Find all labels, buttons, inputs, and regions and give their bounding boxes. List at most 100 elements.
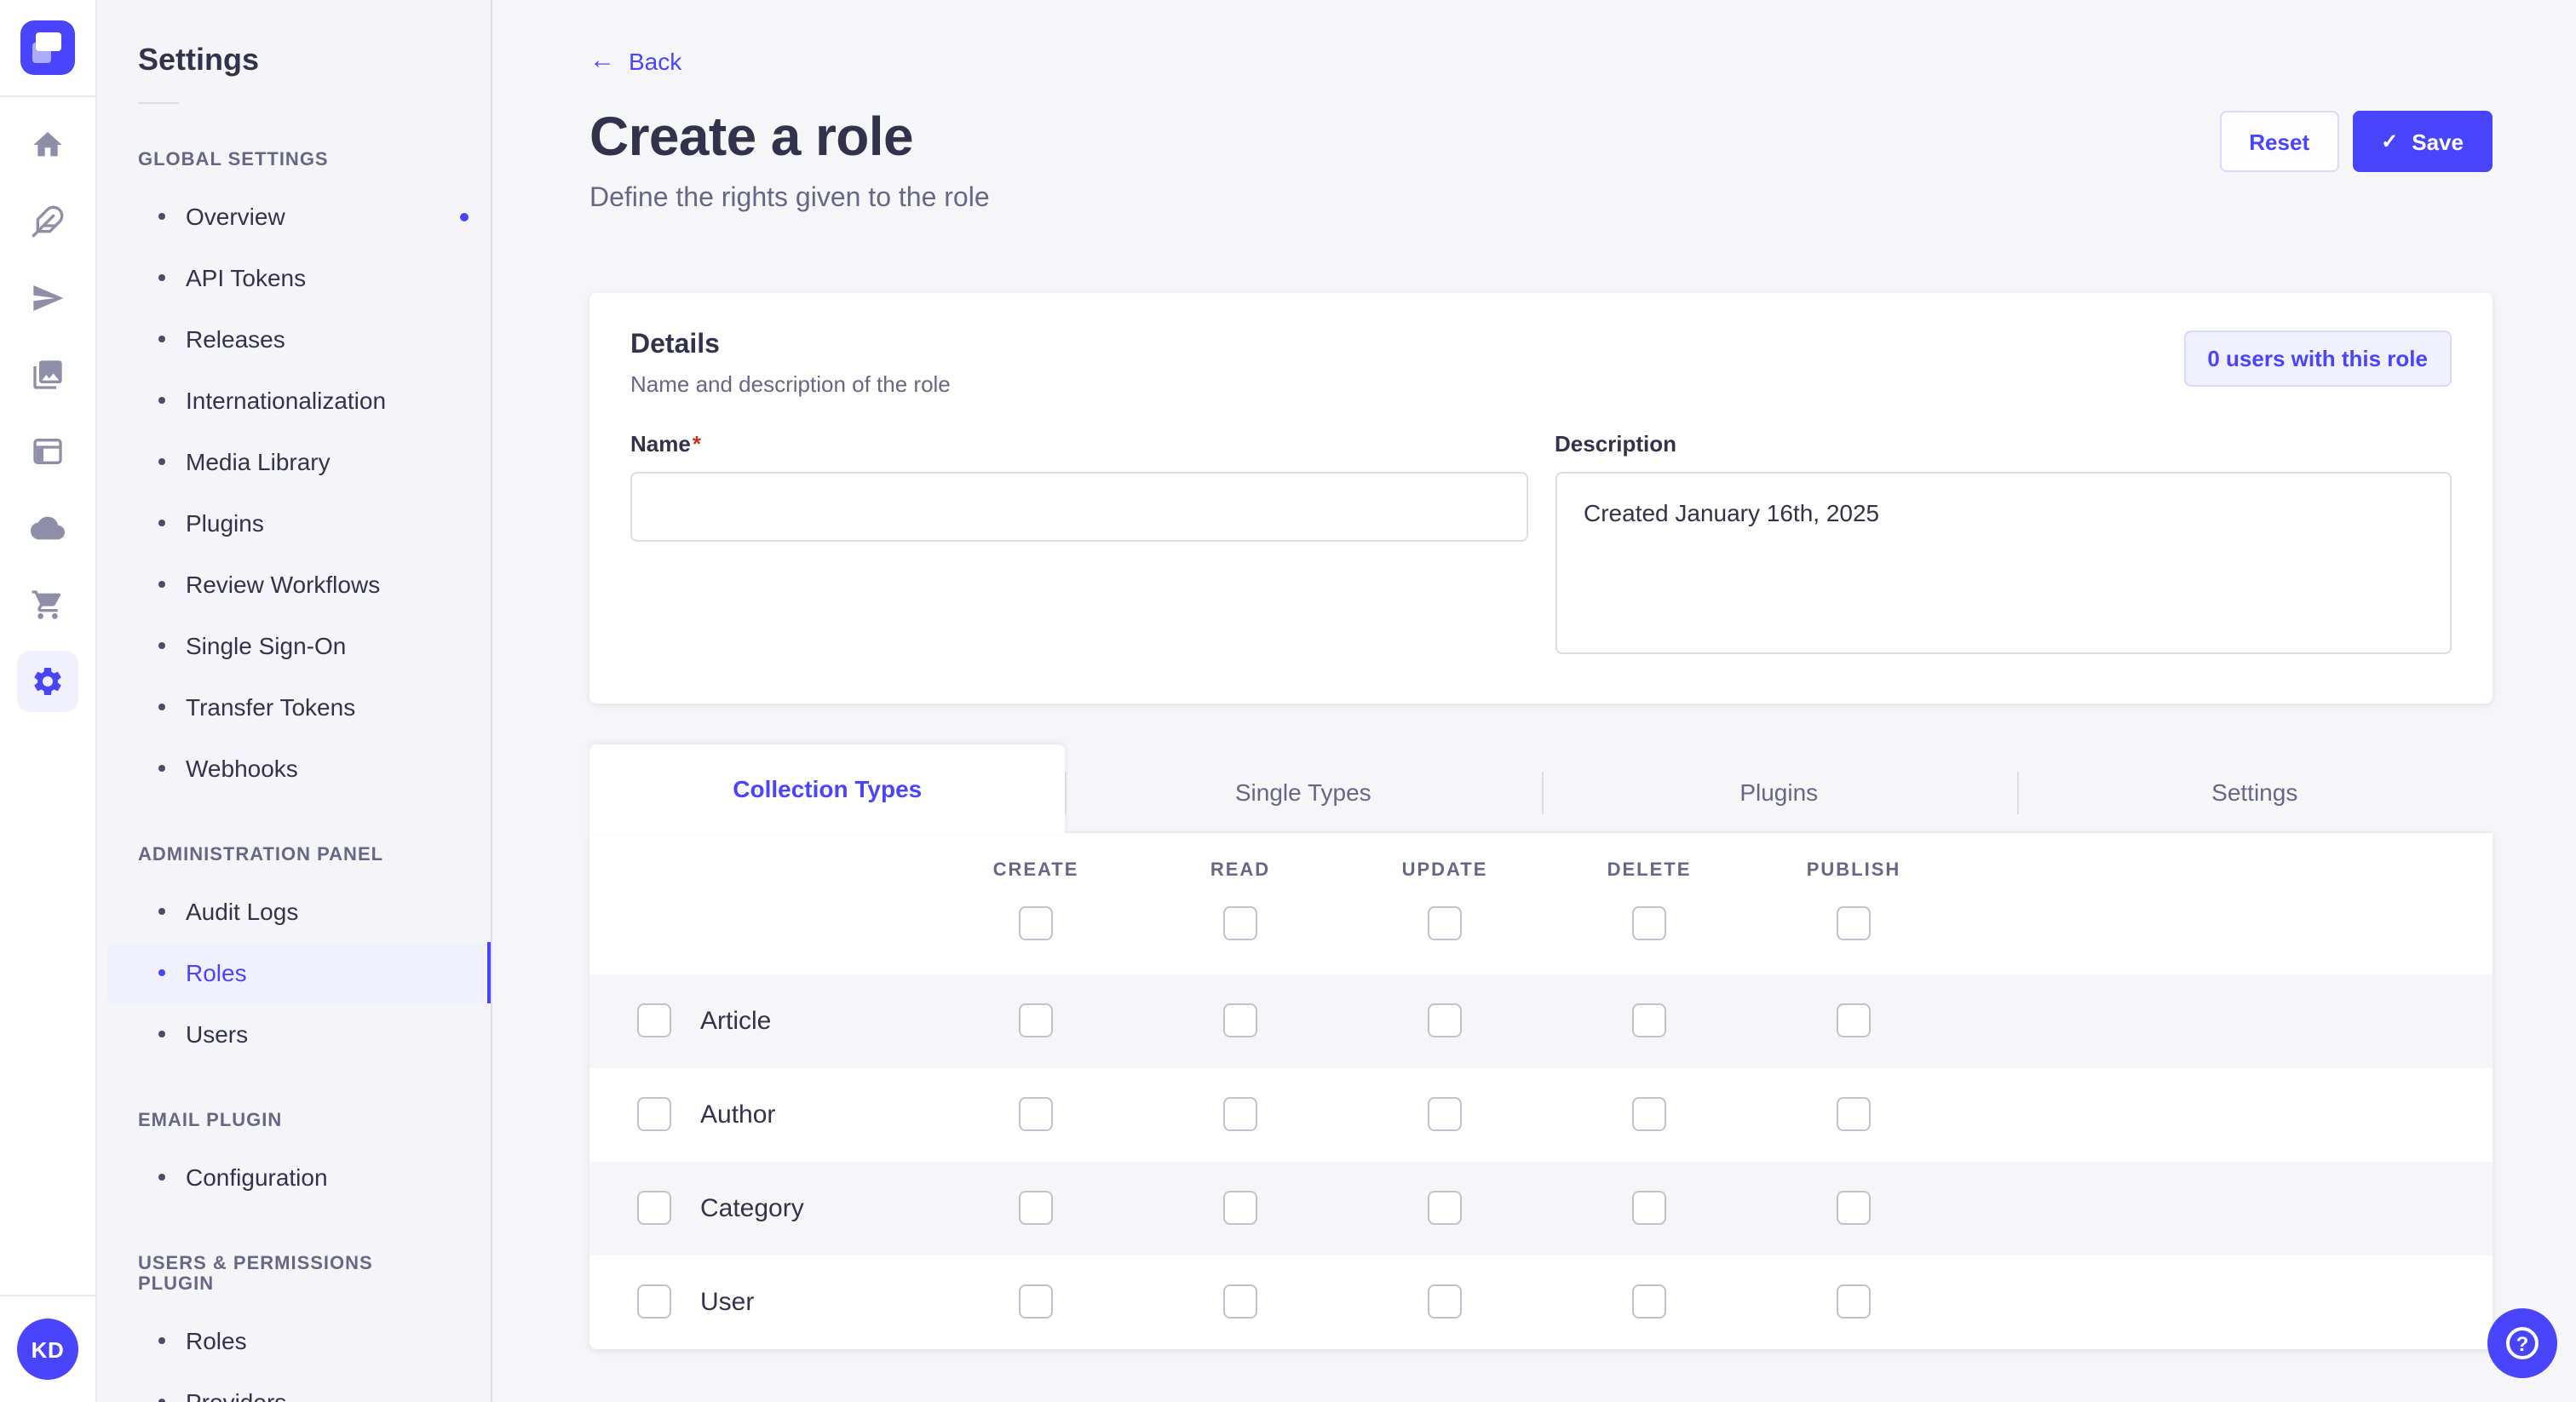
- sidebar-item-plugins[interactable]: Plugins: [107, 492, 491, 554]
- sidebar-item-configuration[interactable]: Configuration: [107, 1146, 491, 1208]
- permission-cell: [1547, 1097, 1751, 1132]
- description-field[interactable]: Created January 16th, 2025: [1555, 471, 2452, 654]
- sidebar-item-api-tokens[interactable]: API Tokens: [107, 247, 491, 308]
- bullet-icon: [158, 336, 165, 342]
- user-update-checkbox[interactable]: [1428, 1284, 1462, 1319]
- strapi-logo[interactable]: [0, 0, 95, 97]
- sidebar-item-label: Configuration: [186, 1164, 328, 1191]
- column-header-create: CREATE: [992, 859, 1079, 881]
- select-all-read-checkbox[interactable]: [1223, 905, 1257, 940]
- category-delete-checkbox[interactable]: [1632, 1191, 1666, 1226]
- category-update-checkbox[interactable]: [1428, 1191, 1462, 1226]
- article-update-checkbox[interactable]: [1428, 1003, 1462, 1038]
- layout-icon[interactable]: [29, 433, 66, 470]
- category-read-checkbox[interactable]: [1223, 1191, 1257, 1226]
- author-read-checkbox[interactable]: [1223, 1097, 1257, 1132]
- author-create-checkbox[interactable]: [1019, 1097, 1053, 1132]
- table-row-user: User: [589, 1255, 2493, 1349]
- sidebar-item-roles[interactable]: Roles: [107, 1310, 491, 1371]
- cart-icon[interactable]: [29, 586, 66, 623]
- permissions-header: CREATE READ UPDATE DELETE PUBLISH: [589, 833, 2493, 974]
- name-label: Name *: [630, 430, 701, 457]
- sidebar-item-media-library[interactable]: Media Library: [107, 431, 491, 492]
- bullet-icon: [158, 765, 165, 772]
- notification-dot: [460, 212, 469, 221]
- select-all-delete-checkbox[interactable]: [1632, 905, 1666, 940]
- content-type-name: User: [700, 1287, 755, 1317]
- user-create-checkbox[interactable]: [1019, 1284, 1053, 1319]
- permissions-panel: CREATE READ UPDATE DELETE PUBLISH Article Aut…: [589, 832, 2493, 1349]
- row-user-checkbox[interactable]: [637, 1284, 671, 1319]
- back-link[interactable]: ← Back: [589, 46, 682, 75]
- sidebar-item-webhooks[interactable]: Webhooks: [107, 738, 491, 799]
- save-button[interactable]: ✓ Save: [2352, 111, 2493, 172]
- row-category-checkbox[interactable]: [637, 1191, 671, 1226]
- settings-sidebar: Settings GLOBAL SETTINGS Overview API Toke…: [97, 0, 492, 1402]
- permission-cell: [1138, 1097, 1343, 1132]
- sidebar-item-label: Roles: [186, 959, 247, 986]
- article-delete-checkbox[interactable]: [1632, 1003, 1666, 1038]
- select-all-update-checkbox[interactable]: [1428, 905, 1462, 940]
- details-card: Details Name and description of the role…: [589, 292, 2493, 704]
- author-publish-checkbox[interactable]: [1837, 1097, 1871, 1132]
- feather-icon[interactable]: [29, 203, 66, 240]
- article-create-checkbox[interactable]: [1019, 1003, 1053, 1038]
- cloud-icon[interactable]: [29, 509, 66, 547]
- table-row-article: Article: [589, 974, 2493, 1068]
- sidebar-item-users[interactable]: Users: [107, 1003, 491, 1065]
- sidebar-section-label: ADMINISTRATION PANEL: [138, 845, 384, 865]
- bullet-icon: [158, 1031, 165, 1037]
- permission-cell: [1138, 1191, 1343, 1226]
- page-subtitle: Define the rights given to the role: [589, 183, 990, 213]
- author-delete-checkbox[interactable]: [1632, 1097, 1666, 1132]
- gear-icon[interactable]: [17, 651, 78, 712]
- name-field[interactable]: [630, 471, 1527, 542]
- sidebar-item-label: API Tokens: [186, 264, 307, 291]
- row-author-checkbox[interactable]: [637, 1097, 671, 1132]
- column-header-read: READ: [1210, 859, 1271, 881]
- tab-collection-types[interactable]: Collection Types: [589, 744, 1066, 833]
- category-publish-checkbox[interactable]: [1837, 1191, 1871, 1226]
- sidebar-item-roles[interactable]: Roles: [107, 942, 491, 1003]
- avatar[interactable]: KD: [17, 1319, 78, 1380]
- sidebar-item-internationalization[interactable]: Internationalization: [107, 370, 491, 431]
- tab-plugins[interactable]: Plugins: [1541, 755, 2017, 833]
- permission-cell: [934, 1003, 1138, 1038]
- content-type-name: Article: [700, 1006, 772, 1036]
- sidebar-item-overview[interactable]: Overview: [107, 186, 491, 247]
- bullet-icon: [158, 581, 165, 588]
- sidebar-item-label: Audit Logs: [186, 898, 299, 925]
- article-read-checkbox[interactable]: [1223, 1003, 1257, 1038]
- author-update-checkbox[interactable]: [1428, 1097, 1462, 1132]
- sidebar-item-providers[interactable]: Providers: [107, 1371, 491, 1402]
- sidebar-item-label: Webhooks: [186, 755, 298, 782]
- tab-single-types[interactable]: Single Types: [1065, 755, 1541, 833]
- user-read-checkbox[interactable]: [1223, 1284, 1257, 1319]
- sidebar-item-label: Review Workflows: [186, 571, 381, 598]
- sidebar-item-single-sign-on[interactable]: Single Sign-On: [107, 615, 491, 676]
- sidebar-item-label: Internationalization: [186, 387, 387, 414]
- user-delete-checkbox[interactable]: [1632, 1284, 1666, 1319]
- send-icon[interactable]: [29, 279, 66, 317]
- select-all-create-checkbox[interactable]: [1019, 905, 1053, 940]
- users-with-role-button[interactable]: 0 users with this role: [2183, 330, 2452, 387]
- permission-cell: [1751, 1097, 1956, 1132]
- table-row-category: Category: [589, 1161, 2493, 1255]
- tab-settings[interactable]: Settings: [2016, 755, 2493, 833]
- reset-button[interactable]: Reset: [2220, 111, 2339, 172]
- select-all-publish-checkbox[interactable]: [1837, 905, 1871, 940]
- home-icon[interactable]: [29, 126, 66, 164]
- bullet-icon: [158, 397, 165, 404]
- sidebar-item-label: Plugins: [186, 509, 264, 537]
- article-publish-checkbox[interactable]: [1837, 1003, 1871, 1038]
- media-library-icon[interactable]: [29, 356, 66, 394]
- user-publish-checkbox[interactable]: [1837, 1284, 1871, 1319]
- sidebar-item-audit-logs[interactable]: Audit Logs: [107, 881, 491, 942]
- row-article-checkbox[interactable]: [637, 1003, 671, 1038]
- sidebar-section-label: USERS & PERMISSIONS PLUGIN: [138, 1254, 373, 1295]
- sidebar-item-releases[interactable]: Releases: [107, 308, 491, 370]
- help-button[interactable]: ?: [2487, 1308, 2557, 1378]
- category-create-checkbox[interactable]: [1019, 1191, 1053, 1226]
- sidebar-item-review-workflows[interactable]: Review Workflows: [107, 554, 491, 615]
- sidebar-item-transfer-tokens[interactable]: Transfer Tokens: [107, 676, 491, 738]
